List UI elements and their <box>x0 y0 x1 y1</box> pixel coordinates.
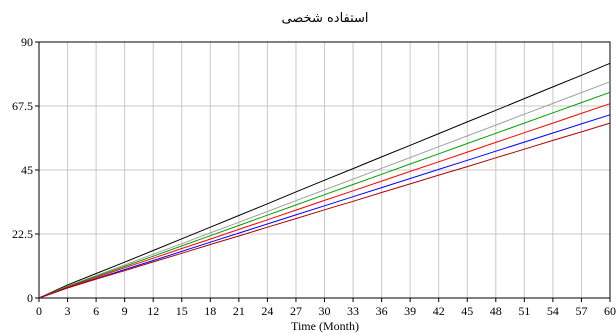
x-tick-label: 15 <box>176 304 188 318</box>
series-line-1 <box>38 62 611 299</box>
x-tick-label: 27 <box>290 304 302 318</box>
series-line-4 <box>38 103 611 299</box>
x-tick-label: 3 <box>65 304 71 318</box>
chart-title: استفاده شخصی <box>281 11 368 26</box>
y-axis-ticks: 0 22.5 45 67.5 90 <box>12 35 39 305</box>
y-tick-label: 0 <box>27 291 33 305</box>
y-tick-label: 90 <box>21 35 33 49</box>
x-tick-label: 30 <box>319 304 331 318</box>
series-line-2 <box>38 81 611 299</box>
x-axis-label: Time (Month) <box>291 319 359 333</box>
series-line-3 <box>38 91 611 299</box>
x-tick-label: 33 <box>347 304 359 318</box>
x-tick-label: 60 <box>604 304 616 318</box>
x-tick-label: 9 <box>122 304 128 318</box>
series-layer <box>38 62 611 299</box>
x-tick-label: 42 <box>433 304 445 318</box>
x-tick-label: 57 <box>575 304 587 318</box>
x-tick-label: 6 <box>93 304 99 318</box>
x-tick-label: 21 <box>233 304 245 318</box>
x-tick-label: 54 <box>547 304 559 318</box>
x-tick-label: 18 <box>204 304 216 318</box>
x-tick-label: 0 <box>36 304 42 318</box>
y-tick-label: 67.5 <box>12 99 33 113</box>
x-tick-label: 51 <box>518 304 530 318</box>
x-tick-label: 24 <box>261 304 273 318</box>
series-line-5 <box>38 114 611 299</box>
x-tick-label: 45 <box>461 304 473 318</box>
x-tick-label: 48 <box>490 304 502 318</box>
x-tick-label: 36 <box>376 304 388 318</box>
grid-lines <box>39 42 610 298</box>
x-tick-label: 12 <box>147 304 159 318</box>
y-tick-label: 45 <box>21 163 33 177</box>
x-axis-ticks: 0 3 6 9 12 15 18 21 24 27 30 33 36 39 42 45 48 51 54 57 60 <box>36 298 616 318</box>
x-tick-label: 39 <box>404 304 416 318</box>
y-tick-label: 22.5 <box>12 227 33 241</box>
series-line-6 <box>38 122 611 299</box>
